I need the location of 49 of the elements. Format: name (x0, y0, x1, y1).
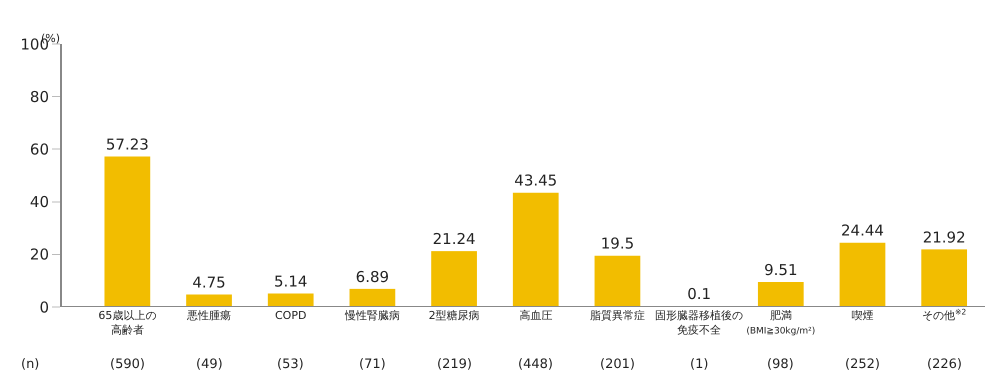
y-tick-label: 40 (30, 193, 49, 212)
x-tick-label: 悪性腫瘍 (186, 309, 232, 322)
x-tick-label: 肥満 (BMI≧30kg/m²) (746, 309, 816, 336)
text: (448) (518, 357, 553, 372)
x-tick-label: 脂質異常症 (590, 309, 645, 322)
x-tick-label: 喫煙 (851, 309, 874, 322)
bar (104, 156, 150, 307)
x-tick-label: その他$^{※2}$ (922, 307, 966, 322)
data-label: 4.75 (192, 274, 226, 292)
data-label: 0.1 (687, 285, 712, 303)
text: (226) (927, 357, 962, 372)
y-tick-label: 0 (39, 298, 49, 316)
y-tick-label: 80 (30, 88, 49, 106)
x-tick-label: 2型糖尿病 (428, 309, 480, 322)
data-label: 5.14 (274, 272, 308, 290)
data-label: 21.24 (432, 230, 476, 248)
bar (350, 288, 396, 307)
data-label: 9.51 (764, 260, 798, 279)
bar (431, 251, 477, 307)
x-tick-label: COPD (274, 309, 306, 322)
bar (512, 192, 559, 307)
bar (594, 256, 640, 307)
data-label: 43.45 (514, 172, 558, 190)
text: (98) (767, 357, 794, 372)
text: (n) (21, 357, 40, 372)
text: (53) (277, 357, 304, 372)
data-label: 6.89 (356, 268, 390, 286)
text: (252) (845, 357, 880, 372)
text: (1) (690, 357, 708, 372)
bar (758, 282, 804, 307)
x-tick-label: 慢性腎臓病 (344, 309, 400, 322)
bar (921, 249, 968, 307)
x-tick-label: 固形臓器移植後の免疫不全 (655, 309, 744, 336)
bar (840, 242, 886, 307)
text: (71) (359, 357, 386, 372)
text: (590) (110, 357, 145, 372)
y-tick-label: 20 (30, 246, 49, 264)
data-label: 21.92 (922, 228, 966, 246)
x-tick-label: 65歳以上の高齢者 (98, 309, 156, 336)
x-tick-label: 高血圧 (519, 309, 552, 322)
bar (268, 293, 314, 307)
data-label: 19.5 (600, 234, 634, 253)
text: (49) (196, 357, 223, 372)
text: (201) (600, 357, 635, 372)
text: (219) (437, 357, 472, 372)
data-label: 57.23 (106, 135, 149, 154)
data-label: 24.44 (841, 222, 884, 240)
y-tick-label: 60 (30, 140, 49, 158)
bar (186, 294, 232, 307)
